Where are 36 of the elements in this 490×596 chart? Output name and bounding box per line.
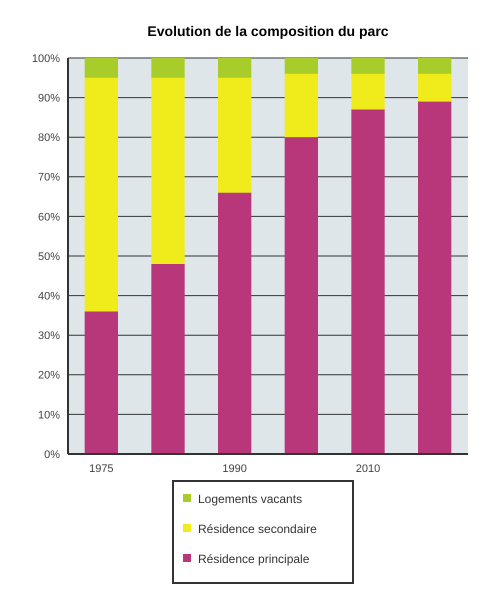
y-tick-label: 90% <box>38 92 60 104</box>
bar <box>284 74 318 138</box>
bar <box>151 58 185 78</box>
bar <box>218 192 252 454</box>
bar <box>351 74 385 110</box>
legend-label: Logements vacants <box>198 492 302 506</box>
y-tick-label: 100% <box>32 52 60 65</box>
y-tick-label: 60% <box>38 211 60 224</box>
bar <box>418 74 452 102</box>
bar <box>218 78 252 193</box>
y-tick-label: 30% <box>38 330 60 342</box>
bar <box>218 58 252 78</box>
bar <box>418 102 452 454</box>
x-tick-label: 1990 <box>222 463 247 475</box>
bar <box>84 58 118 78</box>
bar <box>84 311 118 454</box>
y-tick-label: 70% <box>38 172 60 184</box>
y-tick-label: 20% <box>38 370 60 382</box>
x-tick-label: 2010 <box>356 463 380 475</box>
y-tick-label: 10% <box>38 409 60 422</box>
legend-label: Résidence secondaire <box>198 522 318 536</box>
y-tick-label: 50% <box>38 250 60 263</box>
legend-label: Résidence principale <box>198 552 310 566</box>
bar <box>351 109 385 454</box>
bar <box>151 78 185 264</box>
bar <box>84 78 118 312</box>
bar <box>284 58 318 74</box>
x-tick-label: 1975 <box>89 463 114 475</box>
y-tick-label: 0% <box>44 448 60 461</box>
bar <box>284 137 318 454</box>
y-tick-label: 80% <box>38 132 60 144</box>
bar <box>351 58 385 74</box>
bar <box>418 58 452 74</box>
y-tick-label: 40% <box>38 290 60 302</box>
bar <box>151 264 185 454</box>
chart-title: Evolution de la composition du parc <box>147 23 389 39</box>
